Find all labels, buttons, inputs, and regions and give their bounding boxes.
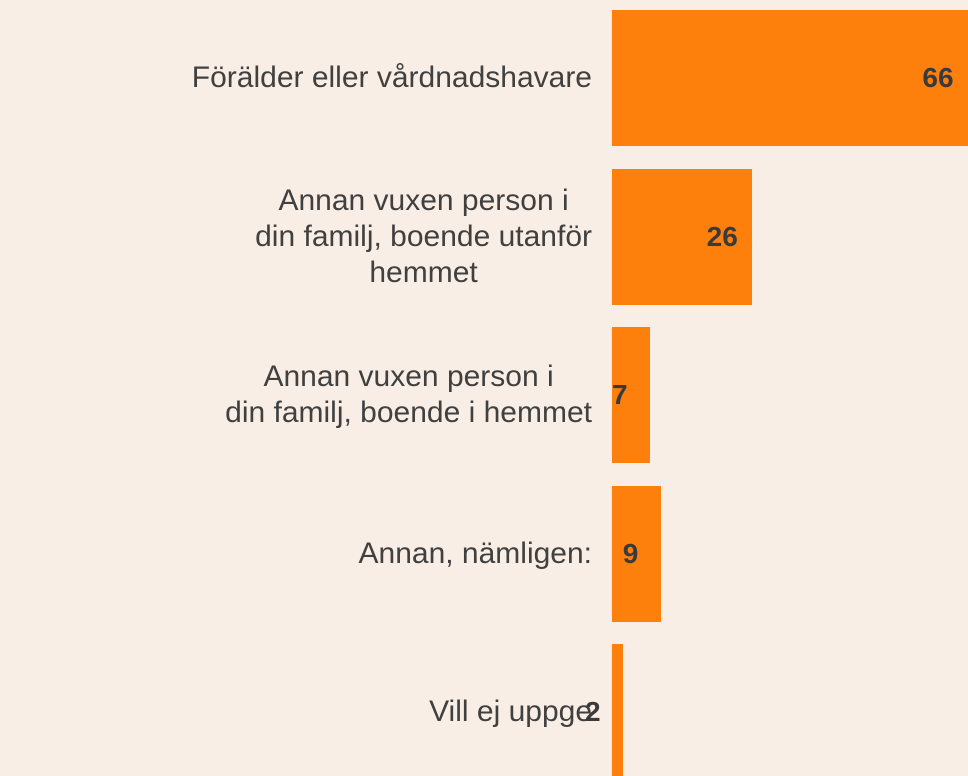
value-label-text: 26 <box>706 220 738 252</box>
category-label: Annan, nämligen: <box>0 486 593 622</box>
category-label: Förälder eller vårdnadshavare <box>0 10 592 146</box>
category-label: Vill ej uppge <box>0 644 592 776</box>
category-label: Annan vuxen person i din familj, boende … <box>0 327 592 463</box>
value-label: 7 <box>612 379 628 411</box>
bar <box>612 644 623 776</box>
value-label: 9 <box>623 538 639 570</box>
category-label-text: Förälder eller vårdnadshavare <box>191 61 592 94</box>
category-label: Annan vuxen person i din familj, boende … <box>0 169 592 305</box>
category-label-text: Annan vuxen person i din familj, boende … <box>255 183 592 289</box>
value-label: 2 <box>585 696 601 728</box>
value-label-text: 7 <box>611 379 628 410</box>
bar <box>612 327 650 463</box>
bar <box>612 168 753 305</box>
category-label-text: Vill ej uppge <box>429 695 592 728</box>
bar <box>612 10 968 146</box>
category-label-text: Annan vuxen person i din familj, boende … <box>225 360 592 429</box>
value-label: 66 <box>922 62 953 94</box>
bar <box>612 485 661 622</box>
value-label-text: 66 <box>922 62 954 93</box>
category-label-text: Annan, nämligen: <box>358 536 593 570</box>
value-label-text: 2 <box>584 696 601 727</box>
value-label-text: 9 <box>622 537 639 569</box>
value-label: 26 <box>707 221 738 253</box>
